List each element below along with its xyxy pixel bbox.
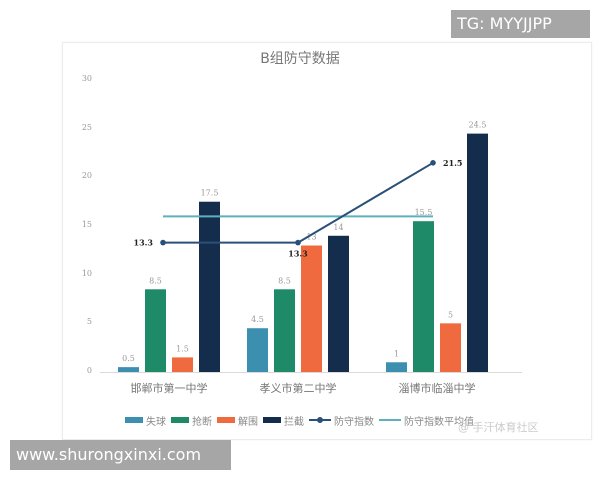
bar-label: 8.5 <box>278 276 291 285</box>
index-label: 13.3 <box>288 249 308 259</box>
weibo-watermark: @ 手汗体育社区 <box>458 421 539 434</box>
bar-label: 17.5 <box>201 189 219 198</box>
y-tick: 20 <box>81 171 92 181</box>
chart-card <box>62 42 592 440</box>
legend-item[interactable]: 防守指数 <box>309 413 374 428</box>
index-label: 13.3 <box>134 238 154 248</box>
y-tick: 30 <box>81 74 92 84</box>
bar-label: 1 <box>394 349 399 358</box>
legend-label: 防守指数 <box>334 416 374 428</box>
y-tick: 15 <box>81 220 92 230</box>
tg-watermark: TG: MYYJJPP <box>451 10 590 38</box>
bar-失球 <box>118 367 139 372</box>
bar-拦截 <box>467 133 488 372</box>
legend-label: 防守指数平均值 <box>404 416 474 428</box>
legend: 失球 抢断 解围 拦截 防守指数 防守指数平均值 <box>125 412 479 428</box>
y-tick: 10 <box>81 268 92 278</box>
bar-失球 <box>386 362 407 372</box>
bar-抢断 <box>145 289 166 372</box>
defense-index-point <box>430 160 436 166</box>
legend-label: 失球 <box>146 416 166 428</box>
y-tick: 25 <box>81 122 92 132</box>
legend-label: 拦截 <box>284 416 304 428</box>
legend-swatch <box>263 417 281 423</box>
legend-swatch <box>171 417 189 423</box>
bar-label: 0.5 <box>122 354 135 363</box>
bar-抢断 <box>274 289 295 372</box>
legend-item[interactable]: 失球 <box>125 413 166 428</box>
bar-label: 5 <box>448 310 453 319</box>
bar-失球 <box>247 328 268 372</box>
legend-item[interactable]: 解围 <box>217 413 258 428</box>
legend-label: 解围 <box>238 416 258 428</box>
category-label: 孝义市第二中学 <box>259 382 337 395</box>
bar-label: 14 <box>333 223 343 232</box>
legend-line-icon <box>309 417 331 423</box>
legend-item[interactable]: 拦截 <box>263 413 304 428</box>
defense-index-point <box>160 239 166 246</box>
legend-swatch <box>125 417 143 423</box>
legend-swatch <box>217 417 235 423</box>
category-label: 淄博市临淄中学 <box>398 382 476 395</box>
bar-label: 15.5 <box>415 208 433 217</box>
bar-解围 <box>301 245 322 372</box>
legend-line-icon <box>379 419 401 421</box>
bar-解围 <box>440 323 461 372</box>
bar-拦截 <box>328 235 349 372</box>
bar-抢断 <box>413 221 434 372</box>
bar-解围 <box>172 357 193 372</box>
y-tick: 5 <box>86 317 92 327</box>
bar-label: 13 <box>306 233 316 242</box>
y-tick: 0 <box>86 366 92 375</box>
bar-label: 8.5 <box>149 276 162 285</box>
chart-title: B组防守数据 <box>260 51 340 67</box>
legend-item[interactable]: 防守指数平均值 <box>379 413 474 428</box>
bar-label: 4.5 <box>251 315 264 324</box>
index-label: 21.5 <box>443 158 462 168</box>
category-label: 邯郸市第一中学 <box>130 382 208 395</box>
legend-item[interactable]: 抢断 <box>171 413 212 428</box>
bar-label: 24.5 <box>469 121 487 130</box>
defense-index-point <box>295 239 301 246</box>
site-watermark: www.shurongxinxi.com <box>10 440 231 470</box>
legend-label: 抢断 <box>192 416 212 428</box>
bar-label: 1.5 <box>176 344 189 353</box>
bar-拦截 <box>199 201 220 372</box>
